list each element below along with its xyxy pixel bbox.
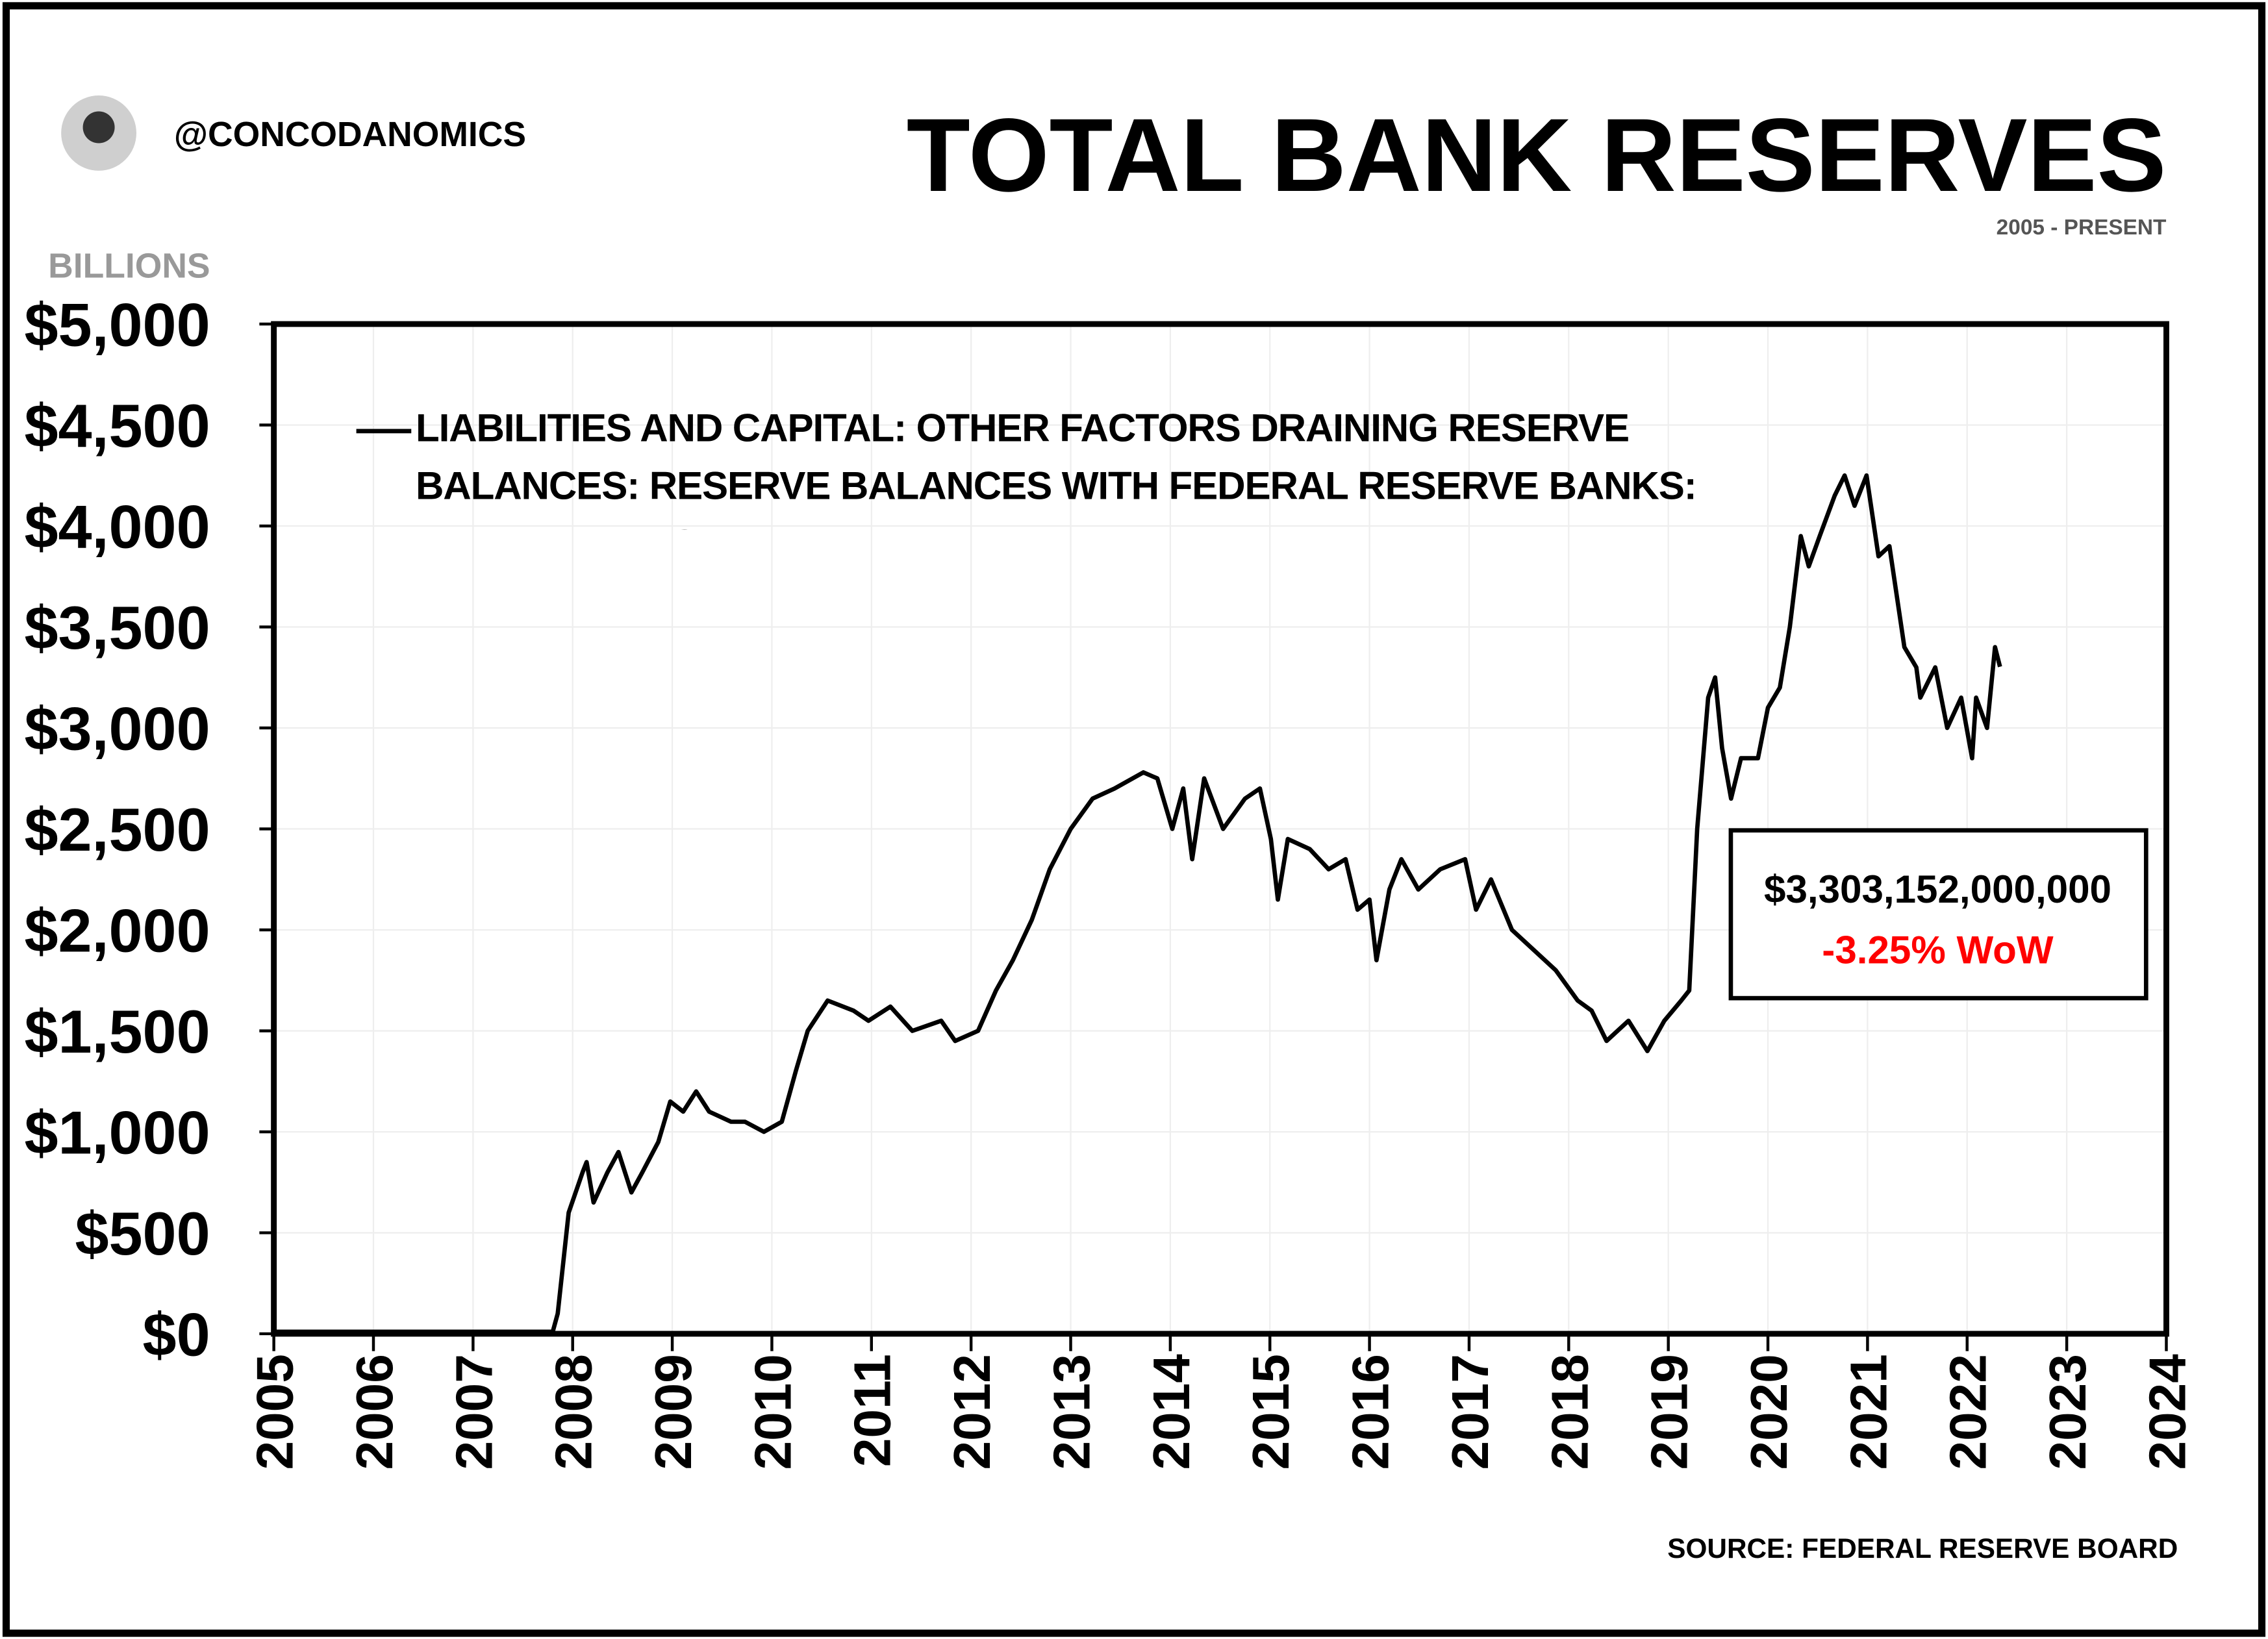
x-tick-label: 2016 bbox=[1341, 1354, 1400, 1470]
x-tick-label: 2020 bbox=[1739, 1354, 1798, 1470]
annotation-value: $3,303,152,000,000 bbox=[1764, 868, 2111, 911]
x-tick-label: 2010 bbox=[743, 1354, 801, 1470]
x-tick-label: 2021 bbox=[1839, 1354, 1897, 1470]
y-tick-label: $4,500 bbox=[24, 392, 210, 460]
x-tick-label: 2009 bbox=[644, 1354, 702, 1470]
legend: LIABILITIES AND CAPITAL: OTHER FACTORS D… bbox=[415, 406, 1697, 529]
y-tick-label: $0 bbox=[143, 1300, 210, 1368]
y-tick-label: $3,500 bbox=[24, 594, 210, 662]
y-tick-label: $4,000 bbox=[24, 492, 210, 560]
x-tick-label: 2007 bbox=[444, 1354, 503, 1470]
legend-label: LIABILITIES AND CAPITAL: OTHER FACTORS D… bbox=[415, 406, 1697, 529]
y-axis-label: BILLIONS bbox=[48, 247, 210, 286]
x-tick-label: 2018 bbox=[1540, 1354, 1598, 1470]
x-tick-label: 2012 bbox=[942, 1354, 1001, 1470]
annotation-box bbox=[1728, 828, 2148, 1001]
x-tick-label: 2015 bbox=[1241, 1354, 1300, 1470]
x-tick-label: 2013 bbox=[1042, 1354, 1100, 1470]
series-line bbox=[273, 473, 2002, 1334]
y-tick-label: $2,500 bbox=[24, 795, 210, 864]
x-tick-label: 2022 bbox=[1939, 1354, 1997, 1470]
x-tick-label: 2024 bbox=[2137, 1354, 2196, 1470]
source: SOURCE: FEDERAL RESERVE BOARD bbox=[1667, 1533, 2178, 1564]
x-tick-label: 2005 bbox=[246, 1354, 304, 1470]
x-tick-label: 2017 bbox=[1441, 1354, 1499, 1470]
subtitle: 2005 - PRESENT bbox=[1997, 216, 2167, 240]
x-tick-label: 2019 bbox=[1640, 1354, 1698, 1470]
handle: @CONCODANOMICS bbox=[174, 116, 526, 154]
x-tick-label: 2014 bbox=[1142, 1354, 1200, 1470]
x-tick-label: 2023 bbox=[2038, 1354, 2097, 1470]
x-tick-label: 2011 bbox=[843, 1354, 901, 1467]
y-tick-label: $1,000 bbox=[24, 1098, 210, 1166]
y-tick-label: $3,000 bbox=[24, 694, 210, 762]
annotation-change: -3.25% WoW bbox=[1822, 929, 2054, 972]
plot-frame bbox=[271, 321, 2169, 1337]
y-tick-label: $500 bbox=[75, 1199, 210, 1268]
y-tick-label: $1,500 bbox=[24, 997, 210, 1066]
chart-title: TOTAL BANK RESERVES bbox=[907, 97, 2167, 213]
x-tick-label: 2006 bbox=[345, 1354, 403, 1470]
x-tick-label: 2008 bbox=[544, 1354, 603, 1470]
avatar-head bbox=[82, 111, 115, 144]
y-tick-label: $5,000 bbox=[24, 290, 210, 358]
y-tick-label: $2,000 bbox=[24, 896, 210, 964]
